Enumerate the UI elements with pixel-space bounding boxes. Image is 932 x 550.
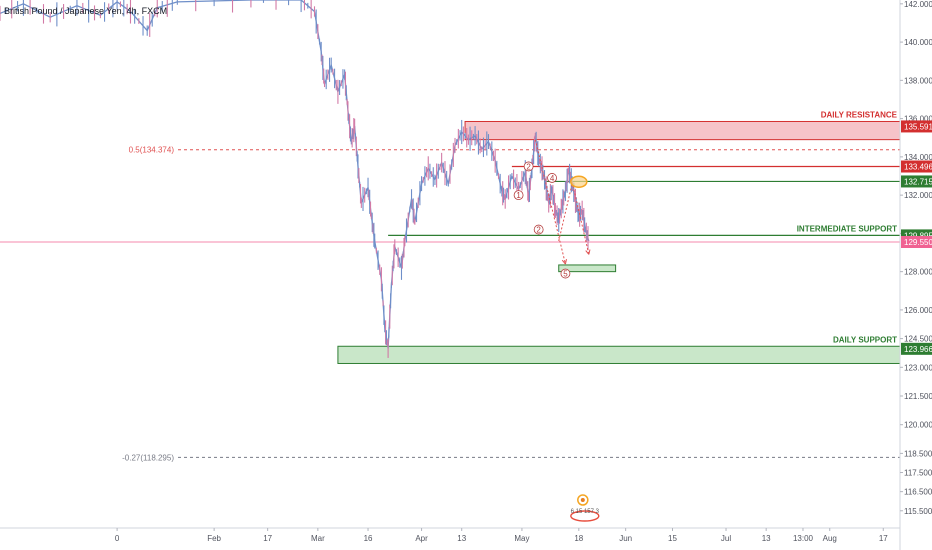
price-tag xyxy=(901,160,932,173)
price-tag-label: 129.550 xyxy=(904,238,932,247)
level-label: DAILY SUPPORT xyxy=(833,335,897,344)
price-tag-label: 135.591 xyxy=(904,122,932,131)
y-tick-label: 136.000 xyxy=(904,115,932,124)
x-tick-label: Apr xyxy=(415,534,428,543)
wave-label-circle xyxy=(560,268,571,279)
wave-label-circle xyxy=(533,224,544,235)
annotations-layer: 1 2 2 4 5 xyxy=(513,139,591,279)
y-tick-label: 128.000 xyxy=(904,268,932,277)
y-tick-label: 116.500 xyxy=(904,488,932,497)
y-tick-label: 140.000 xyxy=(904,38,932,47)
fib-level-label: 0.5(134.374) xyxy=(129,146,175,155)
fib-level-label: -0.27(118.295) xyxy=(122,453,174,462)
highlight-marker xyxy=(570,175,588,188)
projection-connector xyxy=(558,183,573,242)
price-tag xyxy=(901,342,932,355)
projection-arrowhead xyxy=(585,249,591,255)
x-tick-label: 13 xyxy=(762,534,771,543)
zone-support xyxy=(558,264,617,273)
logo-dot xyxy=(580,498,585,502)
wave-label: 1 xyxy=(516,191,521,200)
price-series-layer xyxy=(0,0,590,358)
y-tick-label: 117.500 xyxy=(904,469,932,478)
x-tick-label: 13:00 xyxy=(793,534,814,543)
wave-label-circle xyxy=(547,173,557,183)
price-tag-label: 129.895 xyxy=(904,231,932,240)
wave-label: 4 xyxy=(550,174,555,183)
y-tick-label: 118.500 xyxy=(904,449,932,458)
price-tag-label: 123.966 xyxy=(904,345,932,354)
y-tick-label: 115.500 xyxy=(904,507,932,516)
price-tag xyxy=(901,236,932,248)
y-tick-label: 121.500 xyxy=(904,392,932,401)
logo-ring xyxy=(577,494,589,506)
y-tick-label: 134.000 xyxy=(904,153,932,162)
price-tag-label: 132.715 xyxy=(904,177,932,186)
x-tick-label: Aug xyxy=(823,534,837,543)
x-tick-label: 18 xyxy=(574,534,583,543)
wave-label: 2 xyxy=(536,226,541,235)
y-tick-label: 123.000 xyxy=(904,363,932,372)
zone-support xyxy=(337,345,901,364)
y-tick-label: 142.000 xyxy=(904,0,932,9)
x-tick-label: Jul xyxy=(721,534,731,543)
x-tick-label: 15 xyxy=(668,534,677,543)
x-tick-label: 17 xyxy=(879,534,888,543)
zones-layer xyxy=(337,120,901,364)
wave-label: 5 xyxy=(563,270,568,279)
x-tick-label: 16 xyxy=(364,534,373,543)
level-label: DAILY RESISTANCE xyxy=(821,110,898,119)
zone-resistance xyxy=(464,120,901,141)
logo-caption: 6 15 157 3 xyxy=(571,509,600,515)
projection-arrow xyxy=(571,181,590,255)
projection-arrow xyxy=(534,139,566,265)
price-tag xyxy=(901,120,932,133)
projection-arrowhead xyxy=(561,259,567,265)
level-label: INTERMEDIATE SUPPORT xyxy=(797,224,897,233)
y-tick-label: 124.500 xyxy=(904,335,932,344)
x-tick-label: Jun xyxy=(619,534,632,543)
y-tick-label: 138.000 xyxy=(904,76,932,85)
y-tick-label: 126.000 xyxy=(904,306,932,315)
x-tick-label: 17 xyxy=(263,534,272,543)
chart-title: British Pound / Japanese Yen, 4h, FXCM xyxy=(4,6,168,16)
logo-swoosh xyxy=(570,510,600,522)
x-tick-label: 0 xyxy=(115,534,120,543)
x-tick-label: 13 xyxy=(457,534,466,543)
wave-label-circle xyxy=(513,190,524,201)
x-tick-label: May xyxy=(514,534,529,543)
price-tag-label: 133.496 xyxy=(904,163,932,172)
x-tick-label: Feb xyxy=(207,534,221,543)
wave-label: 2 xyxy=(526,162,531,171)
y-tick-label: 120.000 xyxy=(904,421,932,430)
watermark-logo: 6 15 157 3 xyxy=(570,494,600,522)
levels-layer: 0.5(134.374) -0.27(118.295) DAILY RESISTAN… xyxy=(0,110,900,462)
y-tick-label: 132.000 xyxy=(904,191,932,200)
x-tick-label: Mar xyxy=(311,534,325,543)
price-tag xyxy=(901,175,932,188)
wave-label-circle xyxy=(523,161,534,172)
